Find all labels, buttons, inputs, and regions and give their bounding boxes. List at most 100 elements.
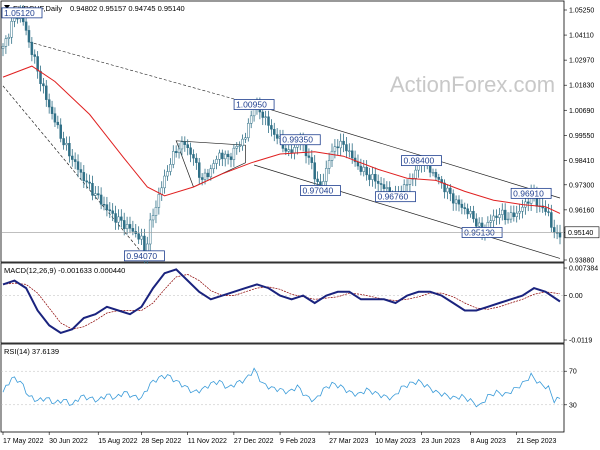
candle-body	[374, 174, 377, 182]
candle-body	[82, 172, 86, 182]
current-price-marker: 0.95140	[1, 226, 600, 239]
channel-line-2	[253, 164, 561, 259]
annotation-label: 0.97040	[302, 186, 333, 196]
candle-body	[30, 41, 34, 55]
x-tick-label: 15 Aug 2022	[98, 438, 137, 445]
candle-body	[221, 152, 224, 160]
candle-body	[457, 199, 461, 205]
x-tick-label: 27 Mar 2023	[329, 438, 368, 445]
main-overlay-lines	[2, 41, 561, 259]
candle-body	[73, 159, 77, 162]
main-y-tick-label: 1.02970	[569, 58, 594, 65]
candle-body	[102, 204, 106, 206]
x-tick-label: 21 Sep 2023	[517, 438, 557, 445]
candle-body	[284, 148, 288, 152]
rsi-y-tick-label: 30	[569, 402, 577, 409]
candle-body	[215, 159, 218, 164]
candle-body	[140, 235, 143, 240]
candle-body	[120, 216, 123, 221]
candle-body	[62, 138, 65, 146]
candle-body	[527, 201, 530, 204]
candle-body	[550, 212, 553, 228]
candle-body	[350, 150, 354, 159]
candle-body	[368, 174, 371, 180]
main-y-tick-label: 0.93880	[569, 258, 594, 265]
annotation-box	[401, 155, 442, 167]
candle-body	[376, 180, 380, 184]
annotation-label: 0.96910	[513, 188, 544, 198]
main-y-tick-label: 0.99550	[569, 133, 594, 140]
candle-body	[33, 54, 36, 57]
candle-body	[88, 181, 91, 184]
main-y-axis: 1.05250 1.04110 1.02970 1.01830 1.00690 0.995…	[564, 8, 594, 265]
x-tick-label: 11 Nov 2022	[188, 438, 227, 445]
candle-body	[469, 211, 472, 215]
x-tick-label: 17 May 2022	[3, 438, 44, 445]
candle-body	[244, 137, 247, 140]
annotation-label: 1.00950	[236, 100, 267, 110]
candle-body	[68, 143, 71, 157]
candle-body	[275, 134, 279, 139]
macd-y-tick-label: 0.007384	[569, 266, 598, 273]
candle-body	[313, 162, 316, 180]
candle-body	[65, 143, 68, 146]
candle-body	[85, 180, 88, 183]
candle-body	[7, 37, 11, 39]
candle-body	[359, 165, 363, 172]
candle-body	[39, 70, 42, 84]
candle-body	[59, 124, 62, 139]
candle-body	[160, 187, 163, 195]
candle-body	[128, 224, 132, 229]
candle-body	[316, 178, 319, 182]
candle-body	[267, 116, 270, 126]
annotation-box	[375, 191, 416, 203]
annotation-label: 0.94070	[126, 251, 157, 261]
candle-body	[475, 218, 478, 227]
rsi-y-axis: 70 30	[564, 369, 577, 409]
candle-body	[521, 206, 524, 212]
candle-body	[148, 219, 152, 245]
candle-body	[42, 83, 45, 87]
candle-body	[446, 187, 449, 193]
candle-body	[197, 162, 201, 178]
candle-body	[307, 155, 311, 158]
candle-body	[47, 99, 51, 108]
annotation-box	[279, 134, 321, 146]
candle-body	[177, 148, 181, 154]
candle-body	[333, 146, 337, 152]
candle-body	[477, 222, 481, 227]
candle-body	[382, 184, 386, 189]
candle-body	[460, 203, 464, 208]
channel-line-1	[253, 104, 561, 199]
candle-body	[27, 30, 31, 43]
rsi-label: RSI(14) 37.6139	[4, 347, 59, 356]
candle-body	[180, 141, 184, 150]
candle-body	[339, 140, 342, 149]
candle-body	[122, 220, 126, 229]
candle-body	[362, 166, 366, 172]
candle-body	[174, 151, 178, 154]
annotation-box	[300, 185, 341, 196]
dropdown-triangle-icon	[4, 5, 10, 9]
triangle-pattern	[175, 140, 246, 188]
candle-body	[345, 144, 348, 152]
candle-body	[163, 175, 166, 189]
candle-body	[290, 149, 293, 154]
candle-body	[249, 115, 253, 124]
main-y-tick-label: 1.05250	[569, 8, 594, 15]
macd-main-line	[2, 268, 561, 334]
candle-body	[472, 211, 475, 220]
main-panel-frame	[0, 0, 565, 263]
candle-body	[273, 128, 276, 135]
candle-body	[36, 56, 39, 72]
annotation-label: 0.96760	[377, 192, 408, 202]
candle-body	[94, 193, 97, 196]
candle-body	[105, 204, 109, 211]
candle-body	[348, 150, 351, 152]
rsi-polyline	[2, 367, 561, 408]
candle-body	[431, 172, 435, 174]
candle-body	[310, 157, 314, 163]
candle-body	[371, 174, 374, 180]
candle-body	[56, 121, 60, 126]
candle-body	[385, 187, 389, 189]
